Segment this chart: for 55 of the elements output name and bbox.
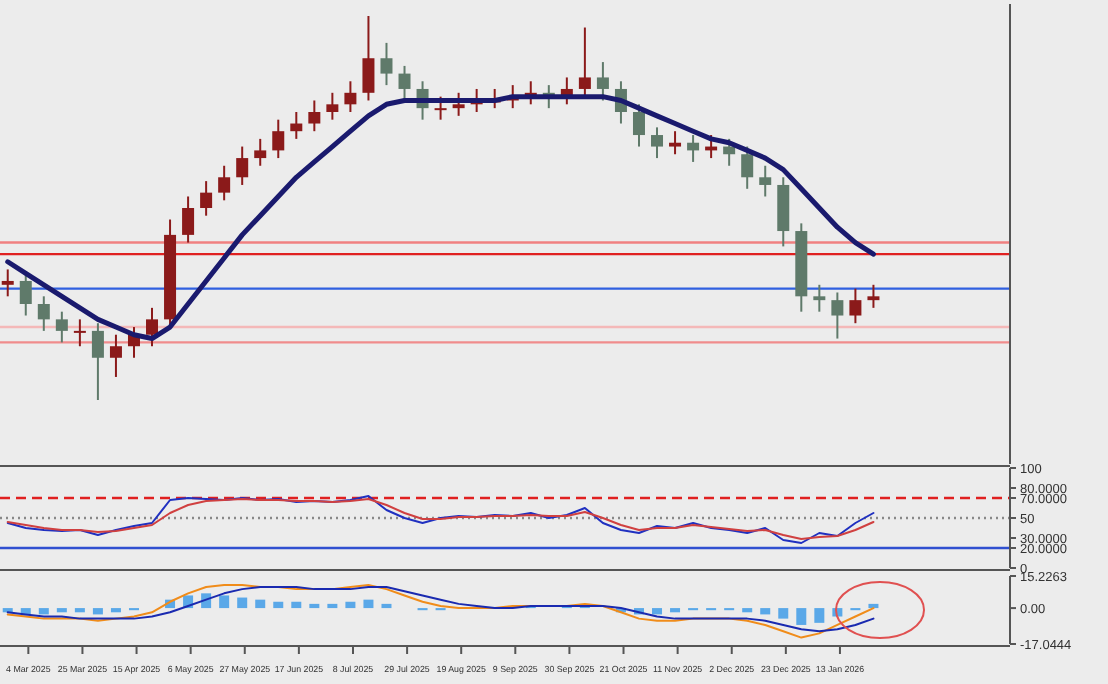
- bar: [273, 601, 284, 609]
- bar: [868, 603, 879, 609]
- candlestick: [452, 91, 465, 117]
- candlestick: [326, 91, 339, 121]
- candlestick: [596, 61, 609, 102]
- bar: [345, 601, 356, 609]
- candlestick: [651, 126, 664, 160]
- bar: [381, 603, 392, 609]
- bar: [291, 601, 302, 609]
- bar: [92, 608, 103, 615]
- bar: [219, 595, 230, 609]
- candlestick: [200, 180, 213, 217]
- candlestick: [91, 322, 104, 401]
- bar: [309, 603, 320, 609]
- candlestick: [272, 118, 285, 160]
- bar: [760, 608, 771, 615]
- bar: [778, 608, 789, 619]
- candlestick: [578, 26, 591, 98]
- candlestick: [434, 95, 447, 121]
- candlestick: [73, 318, 86, 348]
- candlestick: [867, 283, 880, 309]
- candlestick: [849, 287, 862, 325]
- bar: [652, 608, 663, 615]
- bar: [237, 597, 248, 609]
- candlestick: [362, 15, 375, 102]
- candlestick: [777, 176, 790, 248]
- candlestick: [1, 268, 14, 298]
- candlestick: [723, 137, 736, 167]
- bar: [38, 608, 49, 615]
- candlestick: [669, 130, 682, 156]
- candlestick: [37, 295, 50, 332]
- bar: [796, 608, 807, 625]
- bar: [363, 599, 374, 609]
- candlestick: [308, 99, 321, 133]
- candlestick: [759, 164, 772, 198]
- candlestick: [236, 145, 249, 186]
- bar: [255, 599, 266, 609]
- candlestick: [687, 134, 700, 163]
- candlestick: [182, 195, 195, 244]
- bar: [327, 603, 338, 609]
- candlestick: [290, 111, 303, 140]
- candlestick: [398, 64, 411, 102]
- candlestick: [813, 283, 826, 313]
- candlestick: [55, 310, 68, 344]
- bar: [814, 608, 825, 623]
- candlestick: [218, 164, 231, 202]
- candlestick: [344, 80, 357, 113]
- candlestick: [146, 306, 159, 348]
- candlestick: [741, 145, 754, 190]
- candlestick: [831, 291, 844, 340]
- candlestick: [19, 272, 32, 317]
- candlestick: [632, 103, 645, 148]
- candlestick: [380, 41, 393, 87]
- candlestick: [109, 333, 122, 378]
- candlestick: [254, 137, 267, 167]
